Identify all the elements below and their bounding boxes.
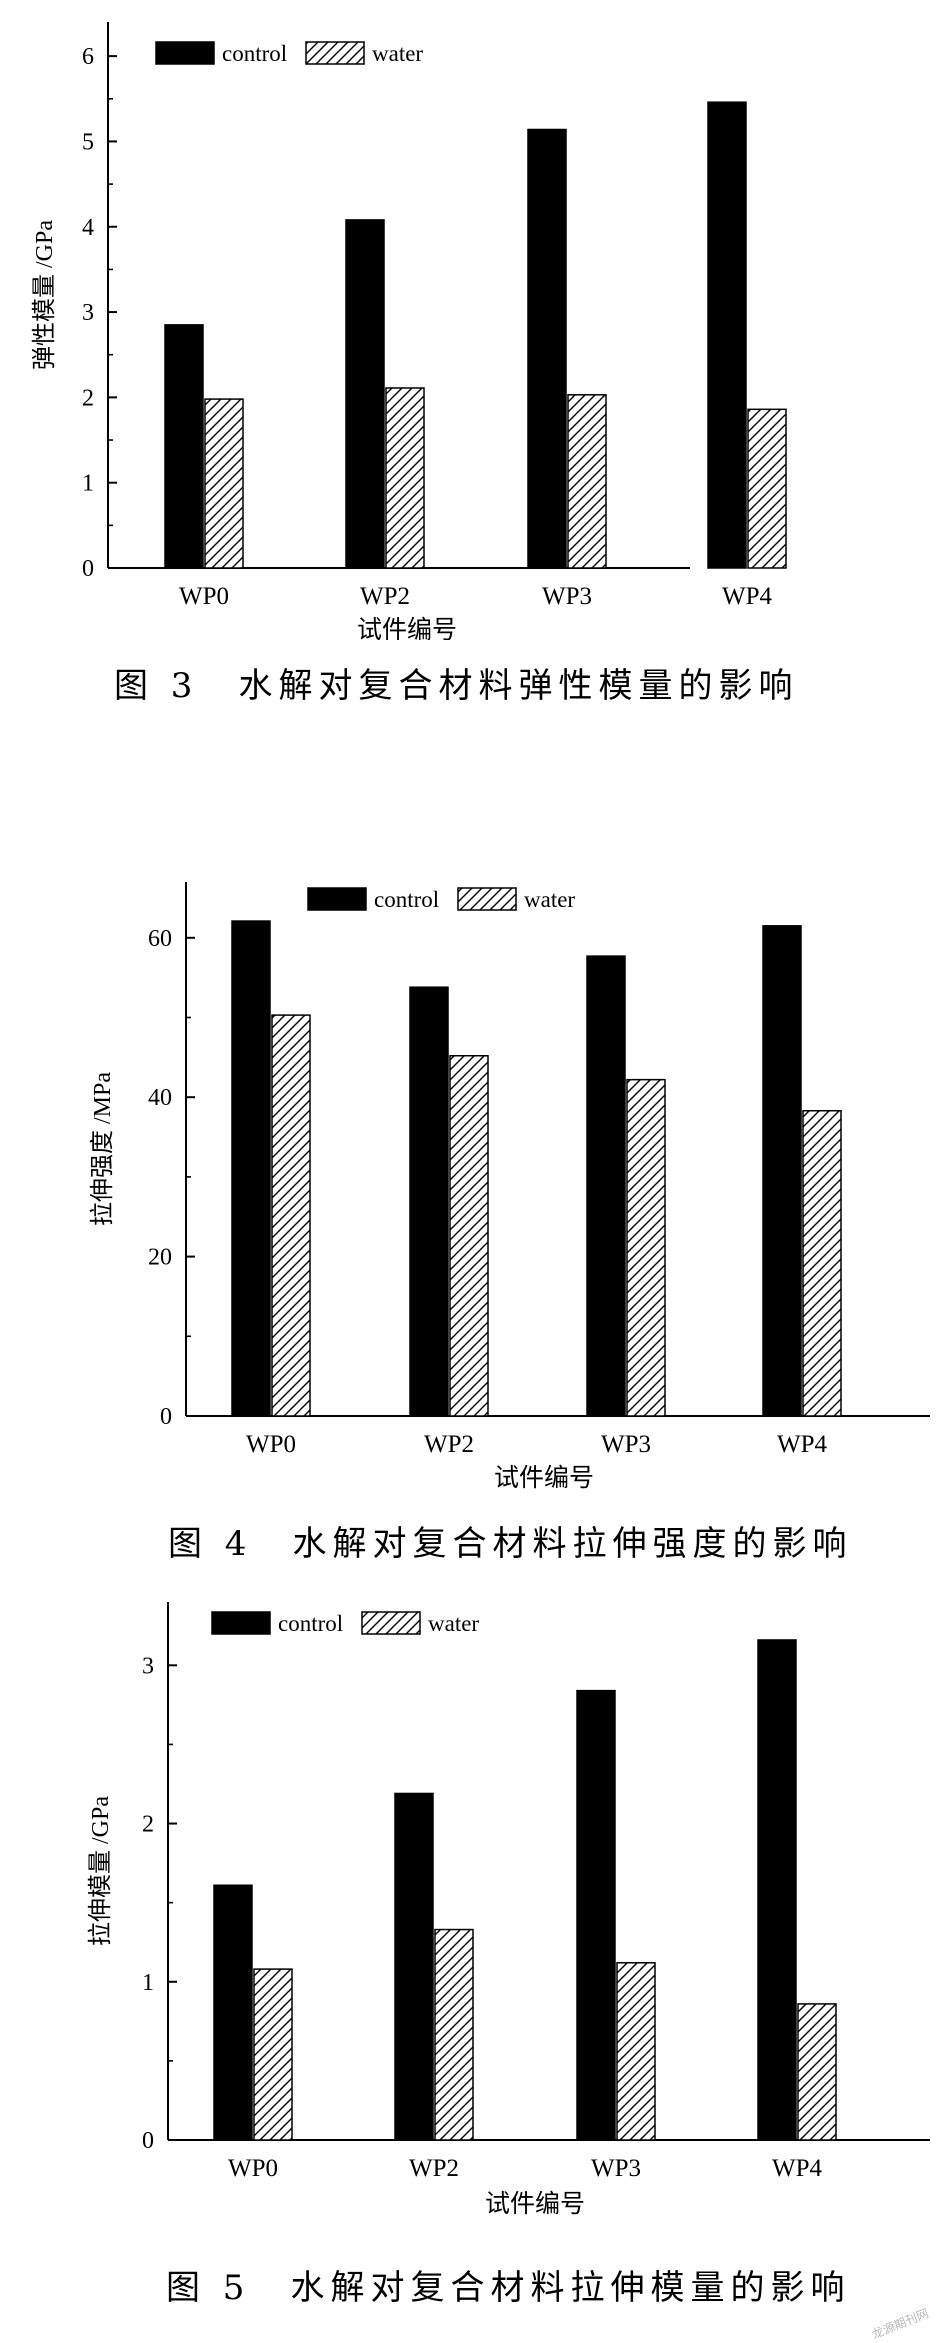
bar-water-wp0 xyxy=(253,1968,293,2141)
x-tick-label: WP2 xyxy=(409,2155,459,2182)
bar-water-wp2 xyxy=(449,1054,489,1417)
bar-control-wp2 xyxy=(409,986,449,1417)
legend-label-control: control xyxy=(278,1611,343,1636)
x-tick-label: WP3 xyxy=(591,2155,641,2182)
legend-label-water: water xyxy=(372,41,423,66)
legend-swatch-water xyxy=(305,41,365,65)
bar-control-wp2 xyxy=(345,219,385,569)
legend-label-control: control xyxy=(374,887,439,912)
bar-control-wp3 xyxy=(586,955,626,1417)
y-tick-label: 40 xyxy=(148,1085,172,1111)
y-tick-label: 1 xyxy=(82,471,94,497)
bar-water-wp3 xyxy=(626,1078,666,1417)
x-axis-title: 试件编号 xyxy=(357,616,457,640)
bar-water-wp2 xyxy=(385,387,425,569)
y-tick-label: 3 xyxy=(142,1653,154,1679)
x-tick-label: WP3 xyxy=(601,1431,651,1458)
x-axis-title: 试件编号 xyxy=(494,1464,594,1492)
x-tick-label: WP0 xyxy=(246,1431,296,1458)
x-tick-label: WP0 xyxy=(179,583,229,610)
y-tick-label: 2 xyxy=(142,1812,154,1838)
legend-label-water: water xyxy=(428,1611,479,1636)
y-tick-label: 4 xyxy=(82,215,94,241)
bar-water-wp0 xyxy=(271,1014,311,1417)
bar-control-wp2 xyxy=(394,1792,434,2141)
bar-control-wp3 xyxy=(527,128,567,569)
legend-swatch-control xyxy=(211,1611,271,1635)
y-tick-label: 20 xyxy=(148,1245,172,1271)
y-tick-label: 0 xyxy=(142,2128,154,2154)
bar-control-wp4 xyxy=(762,925,802,1417)
y-axis-title: 拉伸强度 /MPa xyxy=(89,1072,116,1226)
figure-3: 0 1 2 3 4 5 6 WP0 WP2 WP3 WP4 试件编号 弹性模量 /GPa control w… xyxy=(0,0,940,720)
y-tick-label: 6 xyxy=(82,44,94,70)
x-axis-title: 试件编号 xyxy=(485,2190,585,2218)
y-tick-label: 3 xyxy=(82,300,94,326)
bar-water-wp4 xyxy=(802,1109,842,1417)
figure-4-caption: 图 4 水解对复合材料拉伸强度的影响 xyxy=(168,1524,853,1564)
figure-5: 0 1 2 3 WP0 WP2 WP3 WP4 试件编号 拉伸模量 /GPa control wate… xyxy=(0,1580,940,2342)
bar-control-wp4 xyxy=(707,101,747,569)
y-tick-label: 1 xyxy=(142,1970,154,1996)
legend-label-control: control xyxy=(222,41,287,66)
y-tick-label: 0 xyxy=(82,556,94,582)
y-axis-title: 拉伸模量 /GPa xyxy=(87,1796,114,1946)
legend-swatch-water xyxy=(361,1611,421,1635)
bar-water-wp4 xyxy=(747,408,787,569)
legend-label-water: water xyxy=(524,887,575,912)
bar-water-wp3 xyxy=(616,1962,656,2141)
chart-tensile-strength: 0 20 40 60 WP0 WP2 WP3 WP4 试件编号 拉伸强度 /MPa control w… xyxy=(89,882,930,1492)
bar-control-wp0 xyxy=(231,920,271,1417)
y-tick-label: 0 xyxy=(160,1404,172,1430)
bar-water-wp0 xyxy=(204,398,244,569)
legend-swatch-control xyxy=(307,887,367,911)
legend-swatch-control xyxy=(155,41,215,65)
bar-control-wp0 xyxy=(213,1884,253,2141)
y-tick-label: 2 xyxy=(82,385,94,411)
y-tick-label: 5 xyxy=(82,129,94,155)
y-tick-label: 60 xyxy=(148,926,172,952)
x-tick-label: WP2 xyxy=(424,1431,474,1458)
figure-3-caption: 图 3 水解对复合材料弹性模量的影响 xyxy=(114,666,799,706)
bar-water-wp2 xyxy=(434,1928,474,2141)
x-tick-label: WP0 xyxy=(228,2155,278,2182)
watermark: 龙源期刊网 xyxy=(869,2306,931,2342)
x-tick-label: WP4 xyxy=(772,2155,823,2182)
x-tick-label: WP4 xyxy=(722,583,773,610)
figure-4: 0 20 40 60 WP0 WP2 WP3 WP4 试件编号 拉伸强度 /MPa control w… xyxy=(0,860,940,1564)
bar-water-wp4 xyxy=(797,2003,837,2141)
legend-swatch-water xyxy=(457,887,517,911)
x-tick-label: WP4 xyxy=(777,1431,828,1458)
y-axis-title: 弹性模量 /GPa xyxy=(31,220,58,370)
bar-water-wp3 xyxy=(567,394,607,569)
bar-control-wp0 xyxy=(164,324,204,569)
x-tick-label: WP2 xyxy=(360,583,410,610)
x-tick-label: WP3 xyxy=(542,583,592,610)
chart-elastic-modulus: 0 1 2 3 4 5 6 WP0 WP2 WP3 WP4 试件编号 弹性模量 /GPa control w… xyxy=(31,22,787,640)
bar-control-wp4 xyxy=(757,1639,797,2141)
bar-control-wp3 xyxy=(576,1689,616,2141)
chart-tensile-modulus: 0 1 2 3 WP0 WP2 WP3 WP4 试件编号 拉伸模量 /GPa control wate… xyxy=(87,1602,930,2218)
figure-5-caption: 图 5 水解对复合材料拉伸模量的影响 xyxy=(166,2268,851,2308)
